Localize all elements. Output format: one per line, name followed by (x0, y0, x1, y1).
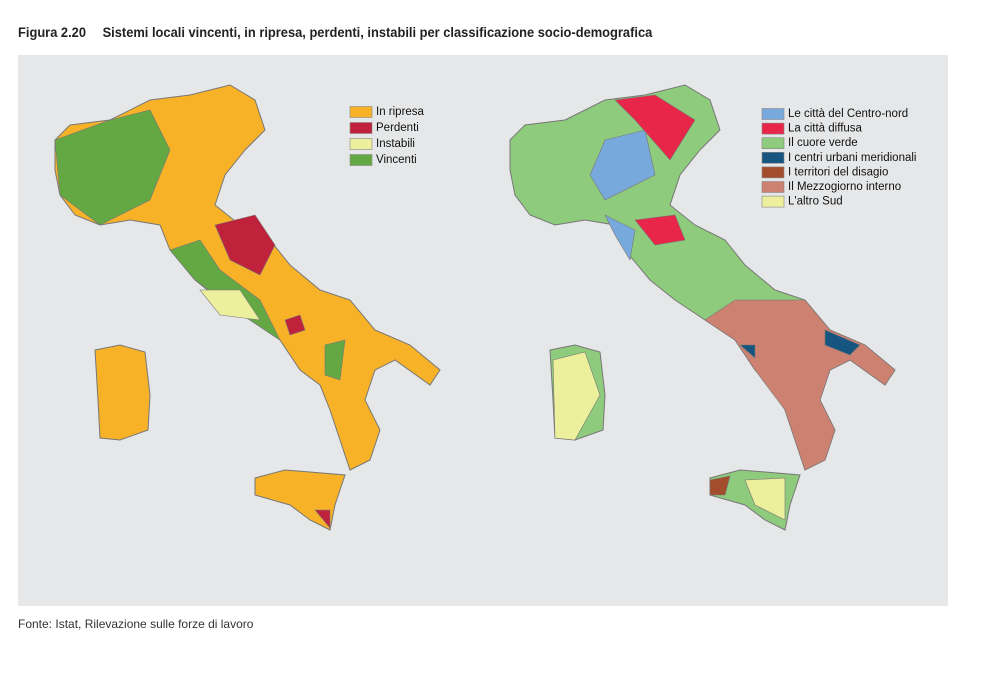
legend: In ripresa Perdenti Instabili Vincenti (349, 106, 425, 166)
source: Fonte: Istat, Rilevazione sulle forze di… (18, 617, 254, 631)
title-text: Sistemi locali vincenti, in ripresa, per… (102, 24, 653, 40)
legend-label: Il cuore verde (788, 137, 858, 149)
legend-label: Le città del Centro-nord (788, 108, 908, 120)
legend-swatch (761, 122, 785, 135)
region (284, 314, 306, 336)
region (199, 289, 261, 321)
region (314, 509, 331, 529)
region (739, 344, 756, 359)
legend-swatch (761, 152, 785, 164)
region (552, 351, 601, 441)
legend-swatch (349, 154, 373, 166)
legend-label: Vincenti (376, 154, 417, 166)
region (604, 214, 636, 261)
figure-label: Figura 2.20 (18, 24, 87, 40)
legend-label: L'altro Sud (788, 196, 843, 208)
legend-label: Perdenti (376, 122, 419, 134)
region (324, 339, 346, 381)
region (54, 109, 171, 226)
region (709, 475, 731, 496)
legend-swatch (761, 181, 785, 193)
region (614, 94, 696, 161)
legend-swatch (349, 122, 373, 134)
figure-title: Figura 2.20 Sistemi locali vincenti, in r… (18, 24, 652, 40)
legend: Le città del Centro-nord La città diffusa… (761, 108, 916, 208)
map-left (54, 84, 441, 531)
region (589, 129, 656, 201)
legend-swatch (761, 195, 785, 208)
legend-label: Instabili (376, 138, 415, 150)
legend-label: I centri urbani meridionali (788, 152, 916, 164)
legend-label: In ripresa (376, 106, 425, 118)
legend-swatch (349, 138, 373, 150)
legend-swatch (761, 137, 785, 149)
legend-swatch (761, 166, 785, 179)
legend-label: I territori del disagio (788, 166, 888, 178)
legend-label: Il Mezzogiorno interno (788, 181, 901, 193)
legend-label: La città diffusa (788, 123, 863, 135)
region (744, 477, 786, 521)
region (634, 214, 686, 246)
legend-swatch (349, 106, 373, 118)
legend-swatch (761, 108, 785, 120)
region (824, 329, 861, 356)
region (214, 214, 276, 276)
map-right (509, 84, 896, 531)
